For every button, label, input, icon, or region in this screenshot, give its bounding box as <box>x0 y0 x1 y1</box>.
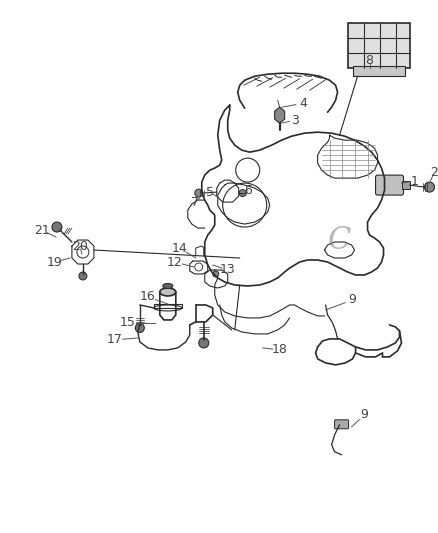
Text: 2: 2 <box>431 166 438 179</box>
Text: 21: 21 <box>34 223 50 237</box>
Polygon shape <box>275 107 285 123</box>
Text: 12: 12 <box>167 255 183 269</box>
Circle shape <box>52 222 62 232</box>
Circle shape <box>424 182 434 192</box>
Circle shape <box>213 271 219 277</box>
Text: 9: 9 <box>349 294 357 306</box>
Circle shape <box>195 189 203 197</box>
Text: 3: 3 <box>291 114 299 127</box>
Text: 18: 18 <box>272 343 288 357</box>
Text: 6: 6 <box>244 183 252 197</box>
Circle shape <box>135 324 145 333</box>
Circle shape <box>199 338 209 348</box>
Text: 4: 4 <box>300 96 307 110</box>
FancyBboxPatch shape <box>348 23 410 68</box>
Text: 19: 19 <box>47 255 63 269</box>
Ellipse shape <box>163 284 173 288</box>
Text: 1: 1 <box>410 175 418 188</box>
Text: 15: 15 <box>120 317 136 329</box>
FancyBboxPatch shape <box>402 181 410 189</box>
Text: 9: 9 <box>360 408 368 421</box>
FancyBboxPatch shape <box>335 420 349 429</box>
Text: 7: 7 <box>191 196 199 208</box>
Text: 16: 16 <box>140 290 155 303</box>
Text: 14: 14 <box>172 241 187 255</box>
Ellipse shape <box>160 288 176 296</box>
Text: C: C <box>328 224 351 255</box>
Text: 5: 5 <box>206 185 214 199</box>
Circle shape <box>239 190 246 197</box>
FancyBboxPatch shape <box>353 66 405 76</box>
Text: 17: 17 <box>107 334 123 346</box>
Text: 20: 20 <box>72 239 88 253</box>
Circle shape <box>79 272 87 280</box>
Text: 13: 13 <box>220 263 236 277</box>
Text: 8: 8 <box>366 54 374 67</box>
FancyBboxPatch shape <box>375 175 403 195</box>
